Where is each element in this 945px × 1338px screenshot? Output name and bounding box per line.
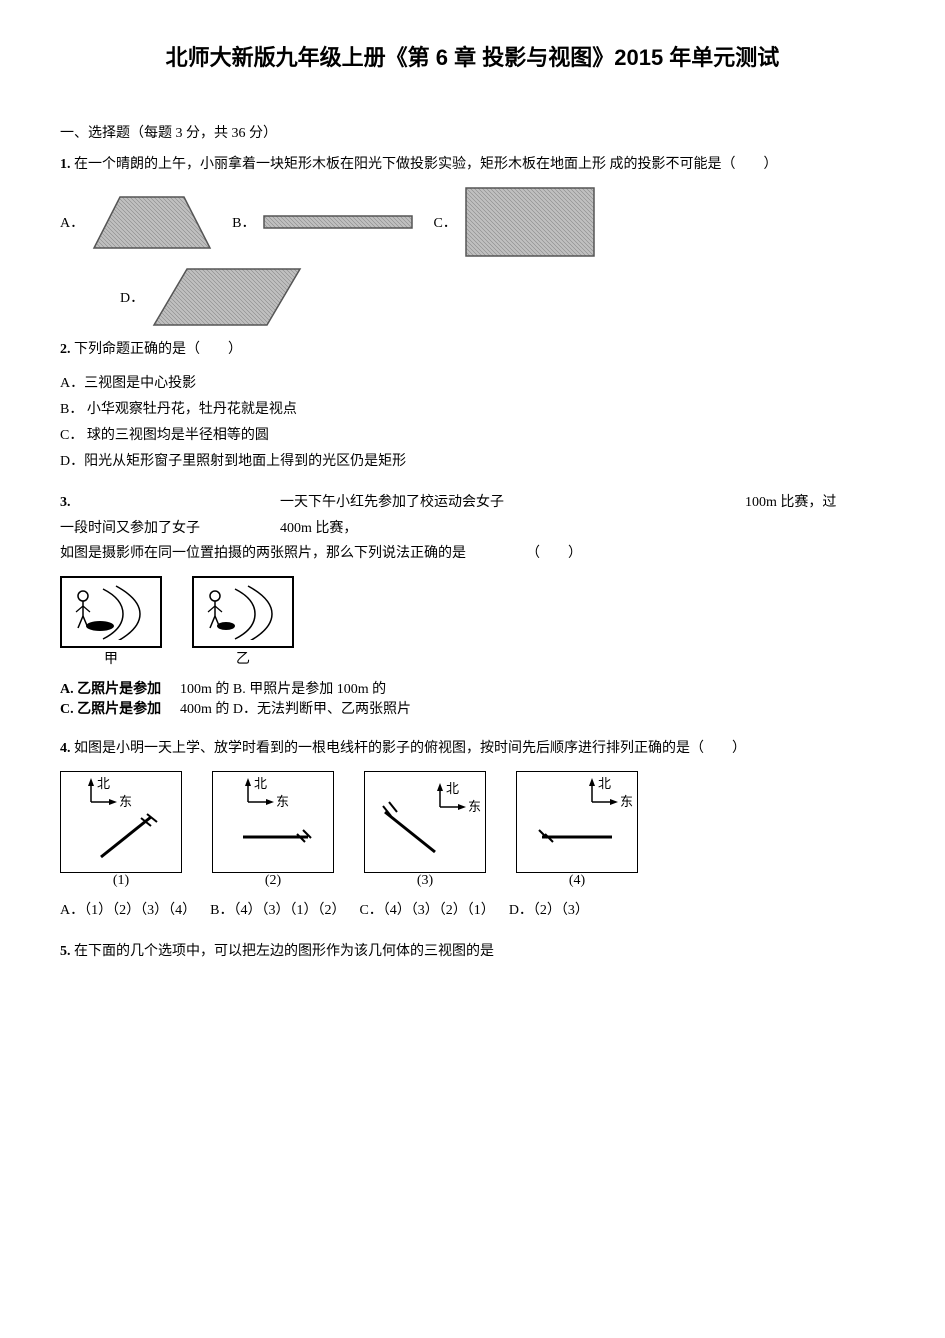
parallelogram-shape — [152, 267, 302, 327]
q3-opt-c1: C. 乙照片是参加 — [60, 698, 180, 718]
q3-opt-a2: 100m 的 B. 甲照片是参加 100m 的 — [180, 678, 386, 698]
q1-options-row1: A． B． C． — [60, 187, 885, 257]
svg-text:北: 北 — [97, 776, 110, 791]
q2-number: 2. — [60, 342, 71, 357]
q1-opt-c-label: C． — [433, 212, 456, 232]
q3-part6: （ ） — [526, 541, 582, 566]
question-2: 2. 下列命题正确的是（ ） — [60, 337, 885, 362]
q1-opt-a-label: A． — [60, 212, 84, 232]
q1-opt-d-label: D． — [120, 287, 144, 307]
q1-number: 1. — [60, 157, 71, 172]
q3-part2: 100m 比赛，过 — [745, 490, 885, 515]
q4-opt-b: B．（4）（3）（1）（2） — [210, 903, 345, 918]
runner-photo-2 — [200, 584, 286, 640]
q1-opt-b-label: B． — [232, 212, 255, 232]
q5-number: 5. — [60, 944, 71, 959]
q4-opt-c: C．（4）（3）（2）（1） — [359, 903, 494, 918]
q3-part4: 400m 比赛， — [280, 516, 357, 541]
photo-frame-1 — [60, 576, 162, 648]
question-4: 4. 如图是小明一天上学、放学时看到的一根电线杆的影子的俯视图，按时间先后顺序进… — [60, 736, 885, 761]
q1-text: 在一个晴朗的上午，小丽拿着一块矩形木板在阳光下做投影实验，矩形木板在地面上形 成… — [74, 157, 778, 172]
q2-options: A．三视图是中心投影 B． 小华观察牡丹花，牡丹花就是视点 C． 球的三视图均是… — [60, 372, 885, 470]
compass-label-3: (3) — [364, 873, 486, 889]
q4-diagrams: 北 东 (1) 北 东 (2) — [60, 771, 885, 889]
q3-opt-a1: A. 乙照片是参加 — [60, 678, 180, 698]
compass-box-1: 北 东 — [60, 771, 182, 873]
q2-opt-d: D．阳光从矩形窗子里照射到地面上得到的光区仍是矩形 — [60, 450, 885, 470]
compass-label-1: (1) — [60, 873, 182, 889]
compass-label-4: (4) — [516, 873, 638, 889]
svg-text:东: 东 — [468, 799, 481, 814]
q3-part5: 如图是摄影师在同一位置拍摄的两张照片，那么下列说法正确的是 — [60, 541, 466, 566]
q3-part3: 一段时间又参加了女子 — [60, 516, 280, 541]
q4-options: A．（1）（2）（3）（4） B．（4）（3）（1）（2） C．（4）（3）（2… — [60, 899, 885, 919]
question-3: 3. 一天下午小红先参加了校运动会女子 100m 比赛，过 一段时间又参加了女子… — [60, 490, 885, 566]
svg-text:东: 东 — [119, 794, 132, 809]
trapezoid-shape — [92, 195, 212, 250]
question-5: 5. 在下面的几个选项中，可以把左边的图形作为该几何体的三视图的是 — [60, 939, 885, 964]
q3-photos: 甲 乙 — [60, 576, 885, 668]
q2-opt-a: A．三视图是中心投影 — [60, 372, 885, 392]
q4-opt-a: A．（1）（2）（3）（4） — [60, 903, 196, 918]
q3-opt-c2: 400m 的 D．无法判断甲、乙两张照片 — [180, 698, 411, 718]
q2-text: 下列命题正确的是（ ） — [74, 342, 242, 357]
page-title: 北师大新版九年级上册《第 6 章 投影与视图》2015 年单元测试 — [60, 40, 885, 72]
q2-opt-b: B． 小华观察牡丹花，牡丹花就是视点 — [60, 398, 885, 418]
q3-number: 3. — [60, 490, 280, 515]
question-1: 1. 在一个晴朗的上午，小丽拿着一块矩形木板在阳光下做投影实验，矩形木板在地面上… — [60, 152, 885, 177]
photo-label-2: 乙 — [192, 648, 294, 668]
q4-text: 如图是小明一天上学、放学时看到的一根电线杆的影子的俯视图，按时间先后顺序进行排列… — [74, 741, 746, 756]
q5-text: 在下面的几个选项中，可以把左边的图形作为该几何体的三视图的是 — [74, 944, 494, 959]
compass-box-3: 北 东 — [364, 771, 486, 873]
photo-frame-2 — [192, 576, 294, 648]
svg-text:北: 北 — [598, 776, 611, 791]
runner-photo-1 — [68, 584, 154, 640]
compass-box-2: 北 东 — [212, 771, 334, 873]
q4-opt-d: D．（2）（3） — [509, 903, 589, 918]
q3-part1: 一天下午小红先参加了校运动会女子 — [280, 490, 745, 515]
svg-text:北: 北 — [254, 776, 267, 791]
bar-shape — [263, 215, 413, 229]
q2-opt-c: C． 球的三视图均是半径相等的圆 — [60, 424, 885, 444]
q4-number: 4. — [60, 741, 71, 756]
q3-options: A. 乙照片是参加 100m 的 B. 甲照片是参加 100m 的 C. 乙照片… — [60, 678, 885, 718]
svg-text:东: 东 — [620, 794, 633, 809]
photo-label-1: 甲 — [60, 648, 162, 668]
svg-text:北: 北 — [446, 781, 459, 796]
svg-text:东: 东 — [276, 794, 289, 809]
rectangle-shape — [465, 187, 595, 257]
section-header: 一、选择题（每题 3 分，共 36 分） — [60, 122, 885, 142]
compass-box-4: 北 东 — [516, 771, 638, 873]
compass-label-2: (2) — [212, 873, 334, 889]
q1-options-row2: D． — [120, 267, 885, 327]
